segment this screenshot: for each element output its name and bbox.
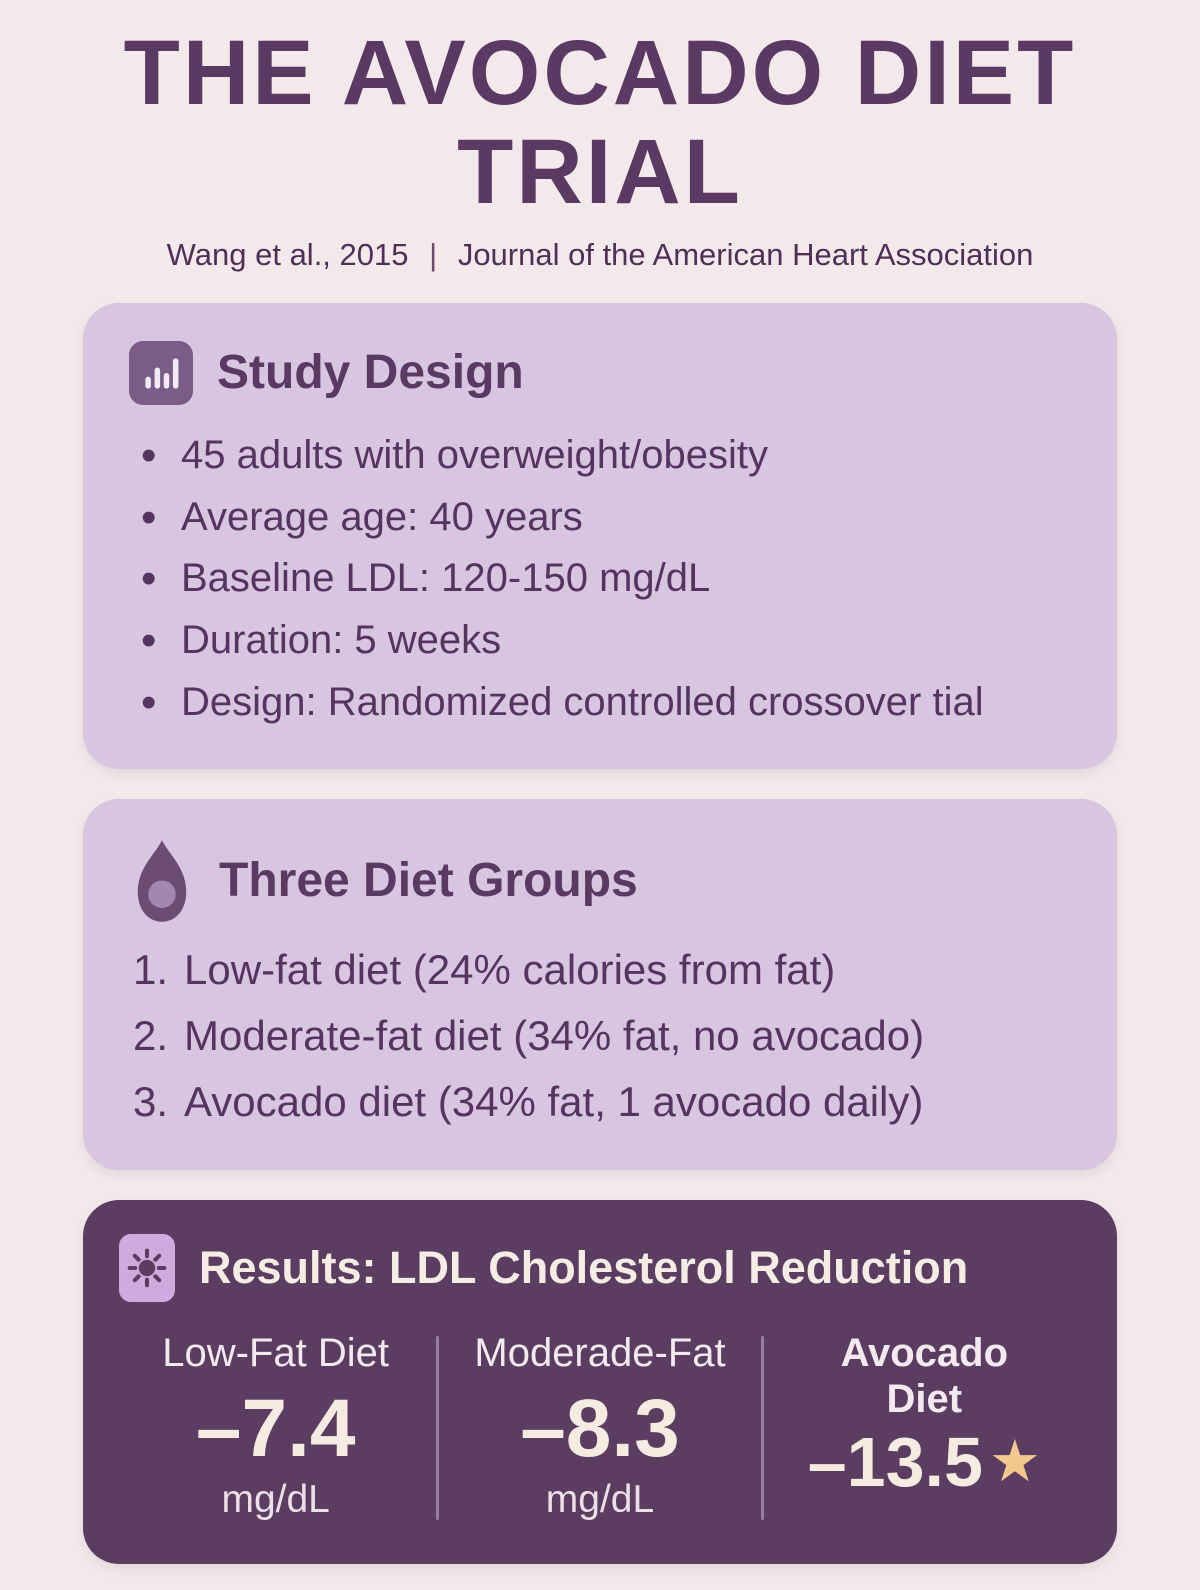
diet-group: Moderate-fat diet (34% fat, no avocado): [184, 1012, 925, 1060]
list-item: Baseline LDL: 120-150 mg/dL: [141, 552, 1071, 605]
study-design-list: 45 adults with overweight/obesity Averag…: [129, 429, 1071, 730]
title-line-1: THE AVOCADO DIET: [123, 22, 1077, 124]
study-bullet: Average age: 40 years: [181, 494, 583, 539]
result-col-avocado: Avocado Diet –13.5 ★: [768, 1330, 1081, 1522]
result-unit: mg/dL: [545, 1477, 655, 1521]
citation-journal: Journal of the American Heart Associatio…: [457, 236, 1034, 272]
list-item: Average age: 40 years: [141, 491, 1071, 544]
result-number: –13.5: [807, 1422, 983, 1501]
list-item: Design: Randomized controlled crossover …: [141, 676, 1071, 729]
page-header: THE AVOCADO DIET TRIAL Wang et al., 2015…: [0, 22, 1200, 273]
list-item: Low-fat diet (24% calories from fat): [133, 945, 1071, 995]
list-item: Avocado diet (34% fat, 1 avocado daily): [133, 1077, 1071, 1127]
avocado-icon: [129, 837, 195, 925]
result-unit: mg/dL: [221, 1477, 330, 1521]
study-design-card: Study Design 45 adults with overweight/o…: [83, 302, 1117, 769]
result-col-moderate-fat: Moderade-Fat –8.3 mg/dL: [443, 1330, 756, 1522]
results-title: Results: LDL Cholesterol Reduction: [199, 1241, 969, 1293]
column-divider: [760, 1335, 764, 1520]
list-item: 45 adults with overweight/obesity: [141, 429, 1071, 482]
study-bullet: Duration: 5 weeks: [181, 618, 502, 663]
study-bullet: 45 adults with overweight/obesity: [181, 432, 768, 477]
star-icon: ★: [988, 1426, 1041, 1495]
result-label: Moderade-Fat: [474, 1330, 726, 1375]
bar-chart-icon: [129, 340, 193, 405]
results-header: Results: LDL Cholesterol Reduction: [119, 1233, 1081, 1302]
citation-line: Wang et al., 2015 | Journal of the Ameri…: [0, 237, 1200, 273]
page-title: THE AVOCADO DIET TRIAL: [40, 22, 1160, 224]
citation-separator: |: [429, 236, 438, 272]
title-line-2: TRIAL: [457, 121, 743, 224]
diet-groups-list: Low-fat diet (24% calories from fat) Mod…: [129, 945, 1071, 1128]
result-label: Avocado Diet: [840, 1330, 1009, 1421]
study-design-title: Study Design: [217, 346, 524, 400]
study-design-header: Study Design: [129, 340, 1071, 405]
sun-icon: [119, 1233, 175, 1302]
result-col-low-fat: Low-Fat Diet –7.4 mg/dL: [119, 1330, 432, 1522]
citation-authors: Wang et al., 2015: [166, 236, 409, 272]
diet-groups-card: Three Diet Groups Low-fat diet (24% calo…: [83, 798, 1117, 1170]
result-label: Low-Fat Diet: [162, 1330, 390, 1375]
study-bullet: Baseline LDL: 120-150 mg/dL: [181, 556, 711, 601]
result-value: –13.5 ★: [807, 1422, 1041, 1501]
result-value: –7.4: [195, 1382, 356, 1474]
result-value: –8.3: [520, 1382, 680, 1474]
list-item: Duration: 5 weeks: [141, 614, 1071, 667]
diet-group: Avocado diet (34% fat, 1 avocado daily): [184, 1078, 924, 1126]
diet-group: Low-fat diet (24% calories from fat): [184, 945, 836, 993]
list-item: Moderate-fat diet (34% fat, no avocado): [133, 1011, 1071, 1061]
column-divider: [436, 1335, 440, 1520]
results-card: Results: LDL Cholesterol Reduction Low-F…: [83, 1199, 1117, 1564]
study-bullet: Design: Randomized controlled crossover …: [181, 679, 984, 724]
diet-groups-header: Three Diet Groups: [129, 837, 1071, 925]
results-columns: Low-Fat Diet –7.4 mg/dL Moderade-Fat –8.…: [119, 1330, 1081, 1522]
diet-groups-title: Three Diet Groups: [219, 854, 638, 908]
